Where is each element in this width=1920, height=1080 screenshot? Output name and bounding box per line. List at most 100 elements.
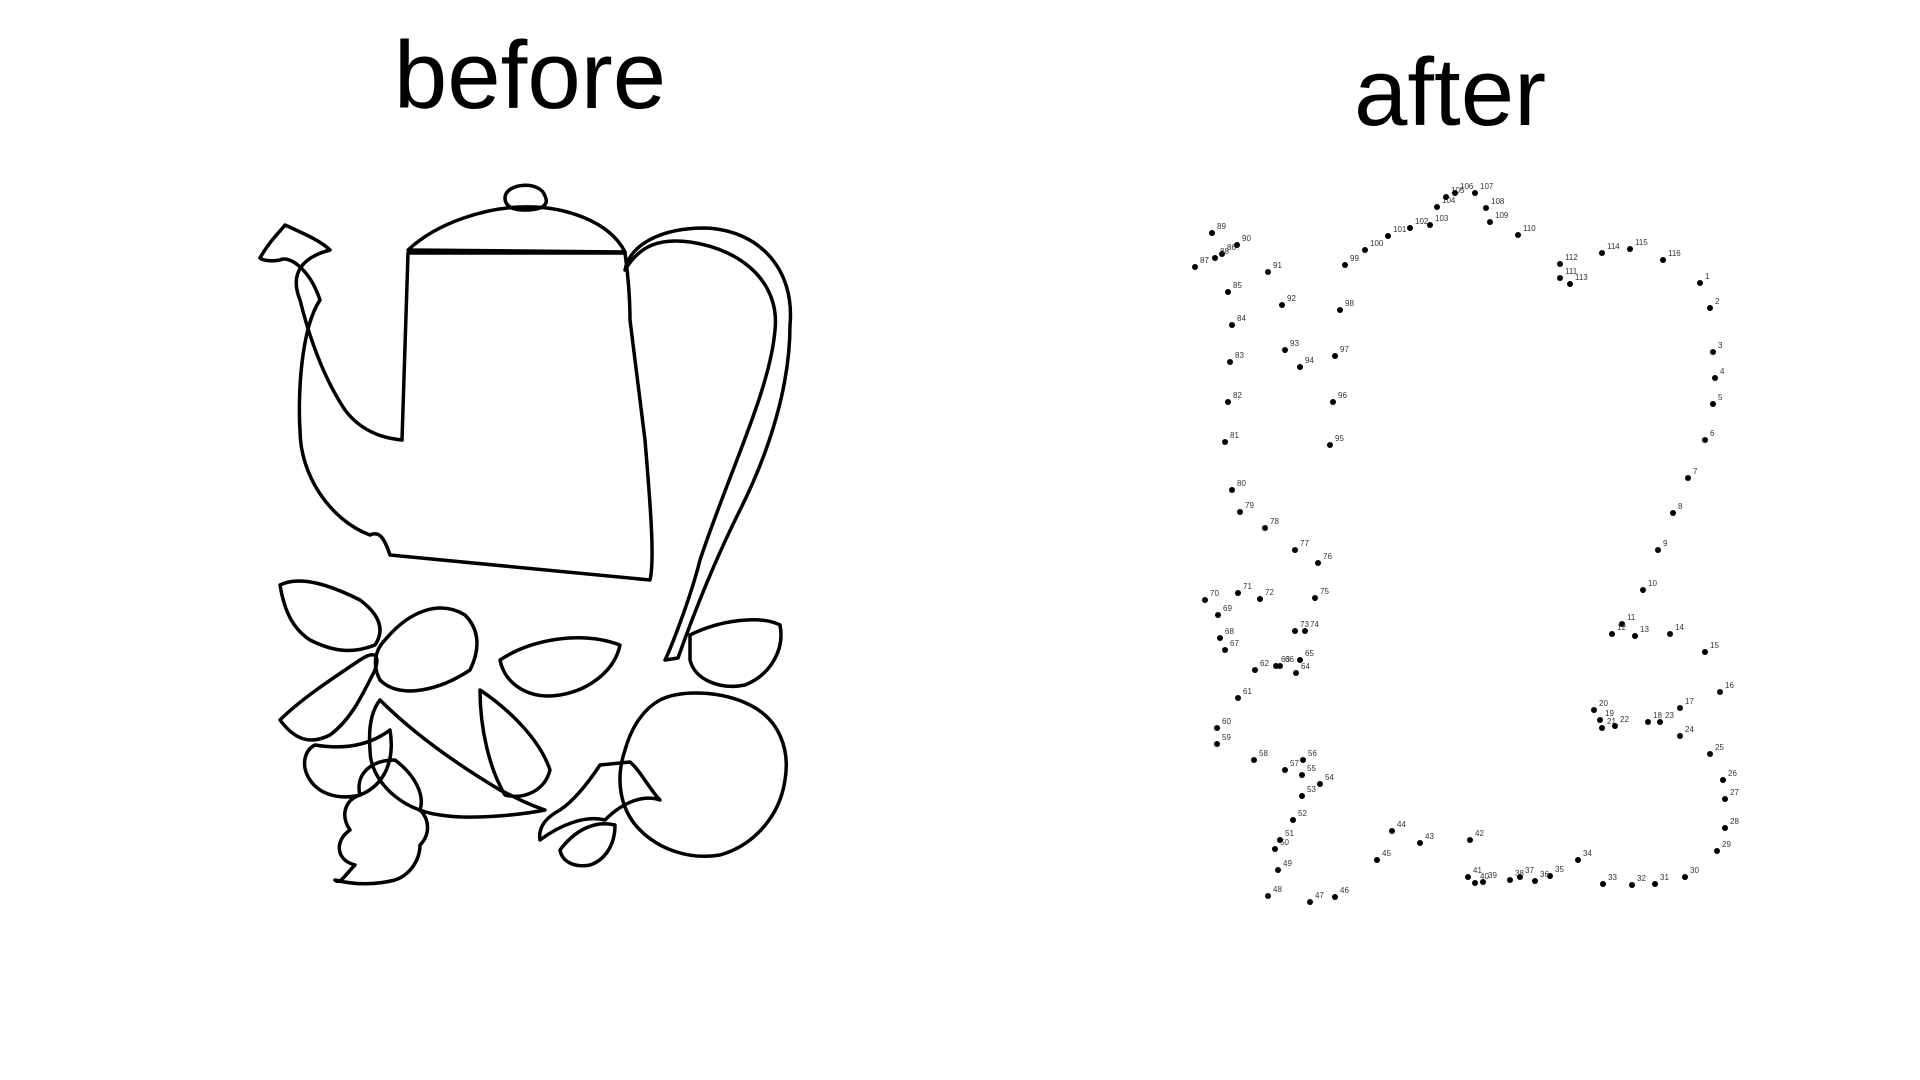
numbered-dot: 67 (1222, 639, 1239, 653)
dot-marker (1202, 597, 1208, 603)
dot-marker (1292, 628, 1298, 634)
leaf-center-hanging (478, 688, 552, 798)
dot-marker (1619, 621, 1625, 627)
dot-number-label: 96 (1338, 391, 1347, 400)
numbered-dot: 25 (1707, 743, 1724, 757)
dot-number-label: 36 (1540, 870, 1549, 879)
dot-marker (1707, 751, 1713, 757)
dot-marker (1374, 857, 1380, 863)
dot-marker (1192, 264, 1198, 270)
dot-marker (1660, 257, 1666, 263)
numbered-dot: 47 (1307, 891, 1324, 905)
dot-number-label: 14 (1675, 623, 1684, 632)
dot-marker (1279, 302, 1285, 308)
dot-number-label: 72 (1265, 588, 1274, 597)
dot-marker (1389, 828, 1395, 834)
dot-number-label: 29 (1722, 840, 1731, 849)
dot-number-label: 80 (1237, 479, 1246, 488)
numbered-dot: 86 (1219, 243, 1236, 257)
dot-marker (1557, 275, 1563, 281)
dot-marker (1299, 772, 1305, 778)
numbered-dot: 49 (1275, 859, 1292, 873)
dot-number-label: 94 (1305, 356, 1314, 365)
dot-marker (1472, 190, 1478, 196)
numbered-dot: 59 (1214, 733, 1231, 747)
numbered-dot: 39 (1480, 871, 1497, 885)
numbered-dot: 78 (1262, 517, 1279, 531)
numbered-dot: 60 (1214, 717, 1231, 731)
leaf-center-right (498, 636, 622, 698)
dot-marker (1720, 777, 1726, 783)
dot-marker (1265, 893, 1271, 899)
dot-marker (1657, 719, 1663, 725)
dot-number-label: 74 (1310, 620, 1319, 629)
dot-marker (1277, 663, 1283, 669)
dot-number-label: 30 (1690, 866, 1699, 875)
dot-number-label: 57 (1290, 759, 1299, 768)
dot-marker (1702, 437, 1708, 443)
dot-number-label: 84 (1237, 314, 1246, 323)
dot-marker (1707, 305, 1713, 311)
leaf-right (688, 618, 783, 688)
numbered-dot: 3 (1710, 341, 1723, 355)
dot-marker (1507, 877, 1513, 883)
numbered-dot: 2 (1707, 297, 1720, 311)
dot-marker (1685, 475, 1691, 481)
dot-marker (1667, 631, 1673, 637)
dot-number-label: 102 (1415, 217, 1429, 226)
numbered-dot: 1 (1697, 272, 1710, 286)
numbered-dot: 110 (1515, 224, 1536, 238)
dot-number-label: 82 (1233, 391, 1242, 400)
dot-marker (1712, 375, 1718, 381)
numbered-dot: 106 (1452, 182, 1474, 196)
dot-marker (1282, 767, 1288, 773)
numbered-dot: 66 (1277, 655, 1294, 669)
numbered-dot: 18 (1645, 711, 1662, 725)
numbered-dot: 97 (1332, 345, 1349, 359)
dot-number-label: 66 (1285, 655, 1294, 664)
dot-marker (1222, 439, 1228, 445)
dot-marker (1722, 796, 1728, 802)
numbered-dot: 87 (1192, 256, 1209, 270)
dot-number-label: 108 (1491, 197, 1505, 206)
dot-number-label: 10 (1648, 579, 1657, 588)
dot-number-label: 19 (1605, 709, 1614, 718)
dot-number-label: 106 (1460, 182, 1474, 191)
numbered-dot: 52 (1290, 809, 1307, 823)
numbered-dot: 31 (1652, 873, 1669, 887)
dot-marker (1670, 510, 1676, 516)
dot-marker (1599, 725, 1605, 731)
dot-number-label: 20 (1599, 699, 1608, 708)
pot-handle (623, 226, 793, 662)
dot-marker (1227, 359, 1233, 365)
dot-number-label: 105 (1451, 186, 1465, 195)
dot-marker (1297, 364, 1303, 370)
pot-lid (406, 205, 627, 254)
dot-marker (1235, 695, 1241, 701)
dot-marker (1262, 525, 1268, 531)
dot-number-label: 13 (1640, 625, 1649, 634)
dot-number-label: 40 (1480, 872, 1489, 881)
numbered-dot: 4 (1712, 367, 1725, 381)
numbered-dot: 51 (1277, 829, 1294, 843)
numbered-dot: 113 (1567, 273, 1588, 287)
numbered-dot: 19 (1597, 709, 1614, 723)
dot-marker (1627, 246, 1633, 252)
dot-marker (1297, 657, 1303, 663)
fruit-right (618, 691, 788, 858)
dot-number-label: 22 (1620, 715, 1629, 724)
numbered-dot: 107 (1472, 182, 1494, 196)
numbered-dot: 43 (1417, 832, 1434, 846)
dot-number-label: 52 (1298, 809, 1307, 818)
dot-number-label: 93 (1290, 339, 1299, 348)
dot-marker (1275, 867, 1281, 873)
dot-number-label: 23 (1665, 711, 1674, 720)
dot-number-label: 81 (1230, 431, 1239, 440)
dot-marker (1417, 840, 1423, 846)
dot-marker (1567, 281, 1573, 287)
dot-marker (1467, 837, 1473, 843)
grape-cluster-left (333, 758, 430, 886)
numbered-dot: 74 (1302, 620, 1319, 634)
dot-number-label: 101 (1393, 225, 1407, 234)
numbered-dot: 38 (1507, 869, 1524, 883)
